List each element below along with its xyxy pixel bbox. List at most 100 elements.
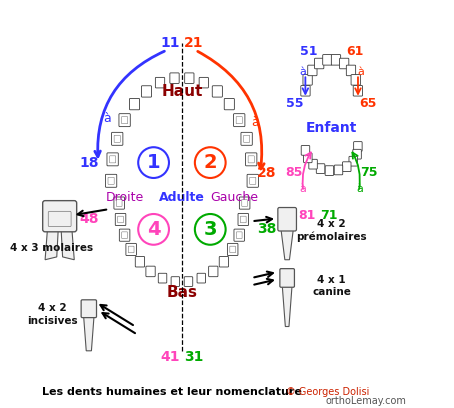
- FancyBboxPatch shape: [234, 229, 245, 241]
- FancyBboxPatch shape: [233, 114, 245, 126]
- FancyBboxPatch shape: [237, 232, 242, 238]
- FancyBboxPatch shape: [158, 273, 167, 283]
- FancyBboxPatch shape: [353, 149, 361, 159]
- FancyBboxPatch shape: [278, 208, 296, 231]
- FancyBboxPatch shape: [209, 266, 218, 277]
- FancyBboxPatch shape: [349, 156, 357, 166]
- FancyBboxPatch shape: [239, 197, 250, 209]
- Text: 75: 75: [360, 166, 378, 179]
- FancyBboxPatch shape: [323, 55, 332, 65]
- FancyBboxPatch shape: [197, 273, 206, 283]
- FancyBboxPatch shape: [184, 277, 193, 286]
- FancyBboxPatch shape: [219, 257, 228, 267]
- FancyBboxPatch shape: [308, 65, 317, 75]
- FancyBboxPatch shape: [129, 98, 139, 110]
- Polygon shape: [45, 229, 58, 260]
- Text: 1: 1: [147, 153, 160, 172]
- Text: 4 x 3 molaires: 4 x 3 molaires: [10, 243, 93, 253]
- FancyBboxPatch shape: [43, 201, 77, 232]
- FancyBboxPatch shape: [170, 73, 179, 83]
- FancyBboxPatch shape: [241, 216, 246, 223]
- FancyBboxPatch shape: [351, 75, 360, 85]
- Text: Gauche: Gauche: [211, 191, 258, 204]
- Text: 4 x 2
incisives: 4 x 2 incisives: [27, 303, 78, 326]
- Text: à: à: [300, 67, 306, 77]
- Text: orthoLemay.com: orthoLemay.com: [326, 397, 406, 406]
- FancyBboxPatch shape: [354, 142, 362, 151]
- FancyBboxPatch shape: [243, 135, 250, 142]
- FancyBboxPatch shape: [119, 114, 130, 126]
- FancyBboxPatch shape: [171, 277, 180, 286]
- FancyBboxPatch shape: [146, 266, 155, 277]
- FancyBboxPatch shape: [316, 164, 325, 173]
- FancyBboxPatch shape: [119, 229, 130, 241]
- FancyBboxPatch shape: [118, 216, 123, 223]
- Text: 85: 85: [286, 166, 303, 179]
- FancyBboxPatch shape: [114, 135, 120, 142]
- Text: Bas: Bas: [167, 285, 197, 299]
- Text: 55: 55: [286, 98, 304, 111]
- FancyBboxPatch shape: [301, 86, 310, 96]
- Polygon shape: [84, 316, 94, 351]
- FancyBboxPatch shape: [199, 78, 208, 88]
- FancyBboxPatch shape: [109, 156, 116, 163]
- FancyBboxPatch shape: [135, 257, 144, 267]
- FancyBboxPatch shape: [212, 86, 222, 97]
- Text: 11: 11: [160, 36, 179, 50]
- FancyBboxPatch shape: [115, 213, 126, 226]
- FancyBboxPatch shape: [128, 246, 134, 253]
- Polygon shape: [282, 286, 292, 326]
- FancyBboxPatch shape: [331, 55, 340, 65]
- FancyBboxPatch shape: [236, 117, 242, 124]
- FancyBboxPatch shape: [227, 244, 238, 255]
- Polygon shape: [61, 229, 74, 260]
- FancyBboxPatch shape: [230, 246, 236, 253]
- FancyBboxPatch shape: [280, 268, 295, 287]
- FancyBboxPatch shape: [122, 117, 128, 124]
- FancyBboxPatch shape: [303, 75, 312, 85]
- FancyBboxPatch shape: [334, 165, 343, 175]
- FancyBboxPatch shape: [116, 200, 122, 206]
- FancyBboxPatch shape: [107, 153, 118, 166]
- Text: Adulte: Adulte: [159, 191, 205, 204]
- FancyBboxPatch shape: [114, 197, 124, 209]
- FancyBboxPatch shape: [112, 132, 123, 145]
- FancyBboxPatch shape: [185, 73, 194, 83]
- FancyBboxPatch shape: [122, 232, 128, 238]
- FancyBboxPatch shape: [301, 146, 310, 155]
- FancyBboxPatch shape: [246, 153, 257, 166]
- Text: 51: 51: [300, 45, 317, 58]
- Text: 21: 21: [184, 36, 204, 50]
- Polygon shape: [281, 229, 293, 260]
- FancyBboxPatch shape: [126, 244, 136, 255]
- FancyBboxPatch shape: [224, 98, 234, 110]
- Text: 4 x 2
prémolaires: 4 x 2 prémolaires: [296, 219, 367, 242]
- Text: 3: 3: [203, 220, 217, 239]
- FancyBboxPatch shape: [353, 86, 363, 96]
- FancyBboxPatch shape: [309, 159, 317, 169]
- FancyBboxPatch shape: [342, 162, 351, 171]
- Text: Les dents humaines et leur nomenclature: Les dents humaines et leur nomenclature: [42, 388, 302, 397]
- Text: 18: 18: [79, 155, 99, 170]
- FancyBboxPatch shape: [346, 65, 355, 75]
- Text: 4: 4: [147, 220, 160, 239]
- FancyBboxPatch shape: [155, 78, 165, 88]
- Text: © Georges Dolisi: © Georges Dolisi: [286, 388, 369, 397]
- Text: 4 x 1
canine: 4 x 1 canine: [312, 275, 351, 297]
- FancyBboxPatch shape: [325, 166, 334, 175]
- Text: Haut: Haut: [161, 84, 202, 99]
- Text: à: à: [357, 67, 364, 77]
- Text: à: à: [356, 184, 364, 194]
- FancyBboxPatch shape: [247, 174, 258, 187]
- Text: 28: 28: [257, 166, 276, 180]
- Text: Droite: Droite: [106, 191, 144, 204]
- Text: à: à: [299, 184, 306, 194]
- Text: 61: 61: [346, 45, 364, 58]
- Text: 31: 31: [184, 350, 204, 364]
- FancyBboxPatch shape: [81, 300, 97, 317]
- Text: à: à: [103, 111, 111, 124]
- FancyBboxPatch shape: [105, 174, 117, 187]
- Text: 2: 2: [203, 153, 217, 172]
- FancyBboxPatch shape: [142, 86, 152, 97]
- Text: 41: 41: [160, 350, 179, 364]
